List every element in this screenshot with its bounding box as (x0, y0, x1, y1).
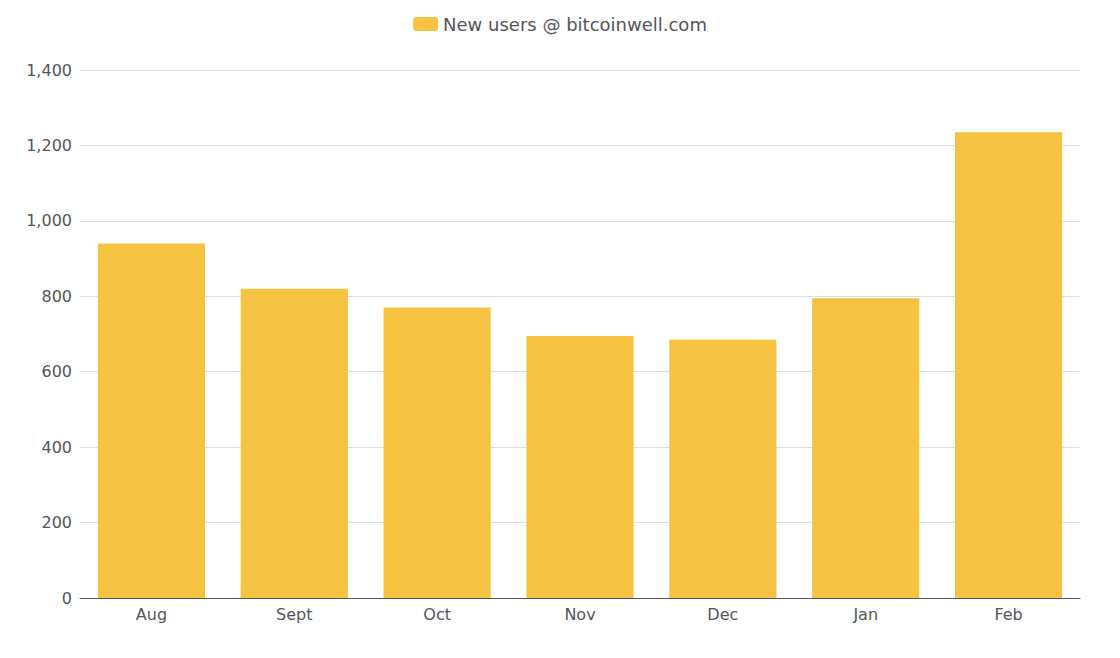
svg-text:1,200: 1,200 (26, 136, 72, 155)
svg-text:0: 0 (62, 589, 72, 608)
svg-text:Sept: Sept (276, 605, 312, 624)
svg-text:Nov: Nov (564, 605, 595, 624)
svg-text:New users @ bitcoinwell.com: New users @ bitcoinwell.com (443, 14, 707, 35)
svg-text:800: 800 (41, 287, 72, 306)
svg-text:1,000: 1,000 (26, 211, 72, 230)
svg-text:1,400: 1,400 (26, 61, 72, 80)
svg-text:Dec: Dec (707, 605, 738, 624)
svg-text:400: 400 (41, 438, 72, 457)
svg-text:Aug: Aug (136, 605, 167, 624)
svg-text:Oct: Oct (423, 605, 451, 624)
svg-text:Feb: Feb (994, 605, 1022, 624)
svg-text:Jan: Jan (852, 605, 878, 624)
svg-text:200: 200 (41, 513, 72, 532)
svg-text:600: 600 (41, 362, 72, 381)
